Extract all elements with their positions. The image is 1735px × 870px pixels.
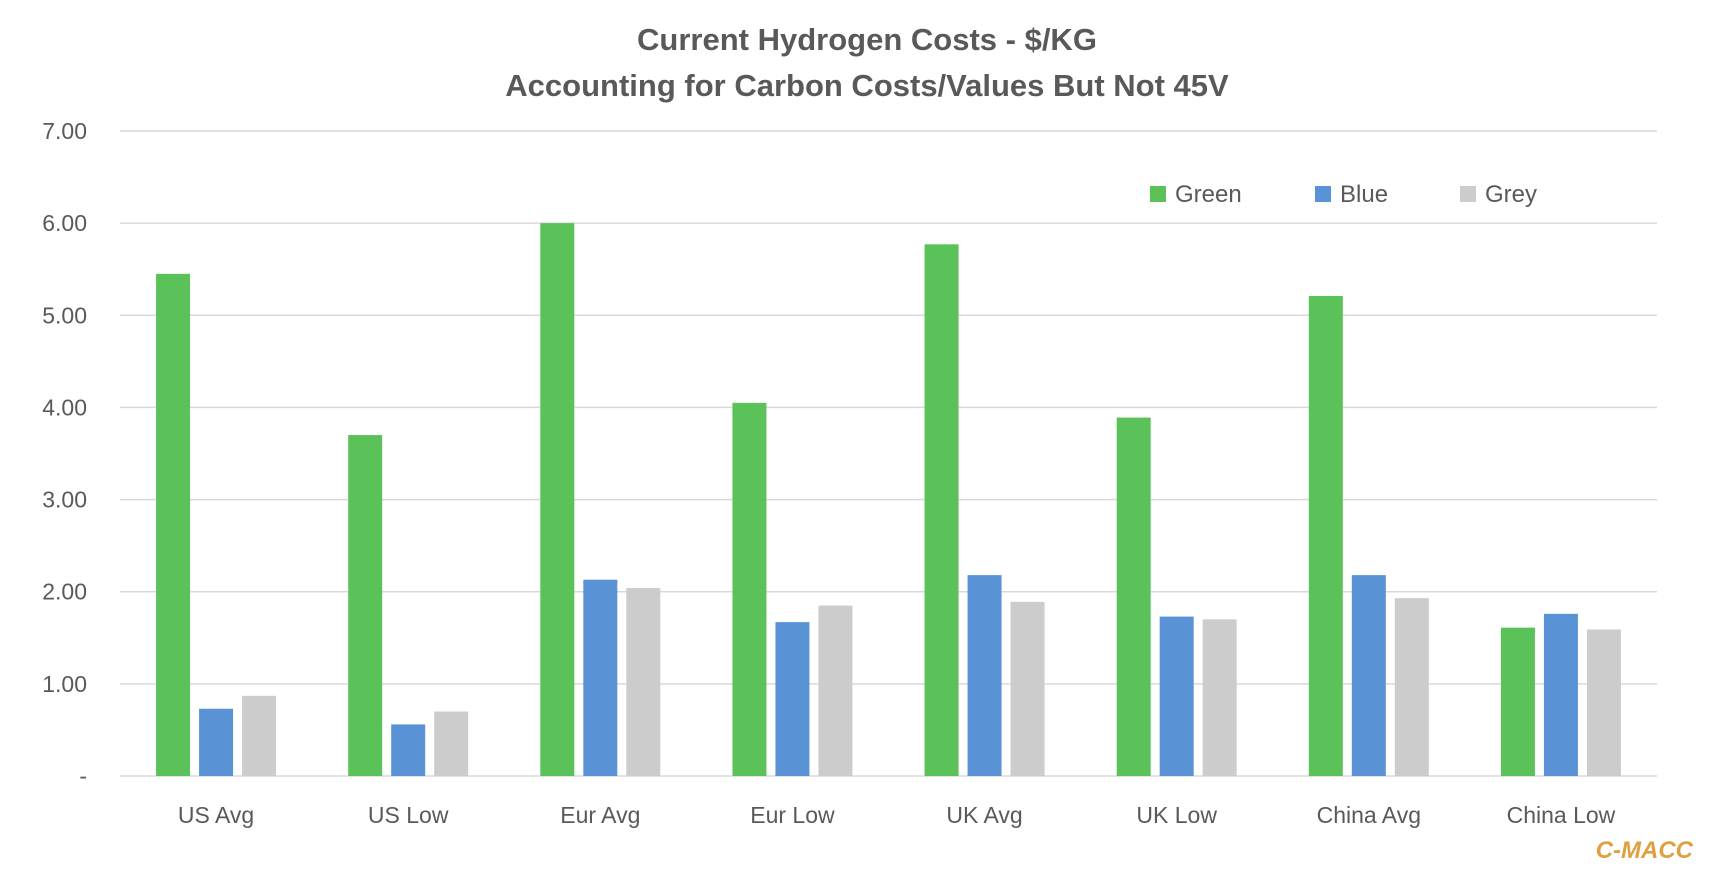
x-tick-label: Eur Low [750,802,835,828]
bar-blue [1543,613,1578,776]
bar-blue [1351,575,1386,776]
x-tick-label: China Low [1507,802,1616,828]
legend-label-grey: Grey [1485,181,1537,208]
bar-blue [391,724,426,776]
bar-blue [1159,616,1194,776]
x-tick-label: China Avg [1317,802,1421,828]
y-tick-label: 5.00 [42,302,87,328]
chart-title: Current Hydrogen Costs - $/KG [637,22,1097,57]
bar-grey [626,588,661,776]
bar-blue [775,622,810,776]
y-tick-label: 2.00 [42,579,87,605]
bar-grey [434,711,469,776]
x-tick-label: UK Low [1136,802,1217,828]
y-tick-label: 7.00 [42,118,87,144]
y-tick-label: - [79,763,87,789]
y-tick-label: 6.00 [42,210,87,236]
x-tick-label: UK Avg [946,802,1022,828]
legend-swatch-green [1150,186,1166,202]
y-axis-ticks: - 1.00 2.00 3.00 4.00 5.00 6.00 7.00 [42,118,87,789]
legend: Green Blue Grey [1150,181,1537,208]
legend-swatch-blue [1315,186,1331,202]
bar-green [540,223,575,777]
bar-green [732,402,767,776]
bar-blue [199,708,234,776]
x-tick-label: US Low [368,802,449,828]
legend-swatch-grey [1460,186,1476,202]
chart-subtitle: Accounting for Carbon Costs/Values But N… [505,68,1229,103]
bar-grey [1202,619,1237,776]
bar-green [156,273,191,776]
bar-blue [583,579,618,776]
y-tick-label: 3.00 [42,487,87,513]
bar-green [1116,417,1151,776]
bar-green [1500,627,1535,776]
legend-label-blue: Blue [1340,181,1388,208]
bar-green [924,244,959,777]
x-tick-label: Eur Avg [560,802,640,828]
brand-watermark: C-MACC [1596,837,1694,864]
x-tick-label: US Avg [178,802,254,828]
legend-label-green: Green [1175,181,1242,208]
bar-grey [818,605,853,776]
bar-green [348,435,383,776]
x-axis-ticks: US Avg US Low Eur Avg Eur Low UK Avg UK Low Ch… [178,802,1616,828]
bars [156,223,1621,777]
bar-green [1308,295,1343,776]
bar-blue [967,575,1002,776]
bar-grey [1394,598,1429,776]
y-tick-label: 1.00 [42,671,87,697]
y-tick-label: 4.00 [42,394,87,420]
bar-grey [1586,629,1621,776]
bar-grey [242,695,277,776]
bar-grey [1010,601,1045,776]
